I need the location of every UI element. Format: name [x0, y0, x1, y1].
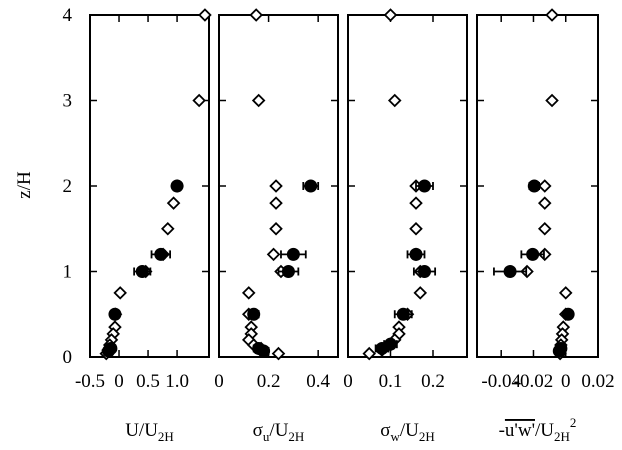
filled-circle-point — [304, 179, 318, 193]
x-tick-label: 0.2 — [421, 371, 445, 392]
chart-panel-2: 0 0.2 0.4 σu/U2H — [214, 8, 339, 444]
x-tick-label: 0.4 — [306, 371, 330, 392]
x-tick-label: 0.2 — [257, 371, 281, 392]
open-diamond-point — [409, 196, 423, 210]
open-diamond-point — [166, 196, 181, 210]
filled-circle-point — [108, 307, 122, 321]
x-axis-title-part: u — [263, 429, 270, 444]
open-diamond-point — [266, 247, 281, 262]
x-axis-title: σw/U2H — [380, 420, 435, 444]
x-axis-title-part: σ — [380, 420, 390, 441]
open-diamond-point — [198, 8, 212, 22]
open-diamond-point — [113, 286, 127, 300]
filled-circle-point — [281, 265, 295, 278]
y-tick-label: 4 — [63, 5, 73, 26]
open-diamond-point — [271, 346, 286, 361]
y-tick-label: 2 — [63, 176, 73, 197]
x-axis-title-subscript: 2H — [288, 429, 304, 444]
x-axis-title: σu/U2H — [253, 420, 305, 444]
open-diamond-point — [251, 93, 266, 108]
filled-circle-point — [375, 341, 389, 355]
x-tick-label: 0 — [214, 371, 224, 392]
x-axis-title-superscript: 2 — [570, 415, 577, 430]
x-axis-title-subscript: 2H — [554, 429, 570, 444]
filled-circle-point — [418, 179, 431, 193]
x-axis-title-part: /U — [269, 420, 288, 441]
x-axis-title-part: - — [499, 420, 505, 441]
filled-circle-point — [503, 265, 517, 278]
y-tick-label: 3 — [63, 91, 73, 112]
open-diamond-point — [383, 8, 398, 22]
filled-circle-point — [247, 307, 261, 321]
x-tick-label: 0.1 — [379, 371, 403, 392]
open-diamond-point — [249, 8, 263, 22]
open-diamond-point — [241, 286, 256, 300]
filled-circle-point — [561, 307, 575, 321]
x-axis-title-part: /U — [535, 420, 554, 441]
y-tick-label: 1 — [63, 262, 73, 283]
x-axis-title-subscript: 2H — [419, 429, 435, 444]
plot-frame — [347, 14, 468, 358]
x-axis-title: U/U2H — [125, 420, 174, 444]
open-diamond-point — [537, 221, 552, 236]
x-axis-title-part: u'w' — [505, 420, 535, 441]
filled-circle-point — [526, 247, 540, 261]
open-diamond-point — [362, 346, 377, 361]
open-diamond-point — [558, 286, 573, 300]
open-diamond-point — [269, 179, 283, 193]
x-axis-title-part: σ — [253, 420, 263, 441]
x-tick-label: 0 — [114, 371, 124, 392]
filled-circle-point — [170, 179, 184, 193]
x-tick-label: -0.04 — [481, 371, 521, 392]
open-diamond-point — [161, 221, 175, 236]
x-axis-title-subscript: 2H — [158, 429, 174, 444]
filled-circle-point — [552, 344, 566, 358]
x-tick-label: 0.5 — [136, 371, 160, 392]
x-tick-label: 0 — [343, 371, 353, 392]
open-diamond-point — [269, 196, 283, 210]
filled-circle-point — [257, 344, 271, 358]
x-tick-label: 0 — [561, 371, 571, 392]
plot-frame — [89, 14, 210, 358]
filled-circle-point — [396, 307, 410, 321]
open-diamond-point — [413, 286, 428, 300]
y-axis-title: z/H — [14, 171, 35, 199]
filled-circle-point — [102, 344, 116, 358]
y-tick-label: 0 — [63, 347, 73, 368]
open-diamond-point — [269, 221, 283, 236]
chart-panel-4: -0.04-0.02 0 0.02 -u'w'/U2H2 — [476, 8, 615, 444]
x-axis-title-part: /U — [400, 420, 419, 441]
x-axis-title-part: w — [390, 429, 400, 444]
open-diamond-point — [545, 93, 559, 108]
y-axis-label: z/H — [14, 171, 35, 199]
chart-panel-3: 0 0.1 0.2 σw/U2H — [343, 8, 468, 444]
x-tick-label: 0.02 — [581, 371, 614, 392]
open-diamond-point — [537, 196, 552, 210]
filled-circle-point — [527, 179, 541, 193]
filled-circle-point — [418, 265, 431, 278]
x-tick-label: -0.5 — [75, 371, 105, 392]
filled-circle-point — [154, 247, 168, 261]
filled-circle-point — [286, 247, 300, 261]
open-diamond-point — [192, 93, 206, 108]
x-axis-title-part: U/U — [125, 420, 158, 441]
filled-circle-point — [135, 265, 149, 278]
filled-circle-point — [409, 247, 423, 261]
x-axis-title: -u'w'/U2H2 — [499, 415, 577, 444]
open-diamond-point — [409, 221, 423, 236]
open-diamond-point — [387, 93, 402, 108]
x-tick-label: -0.02 — [514, 371, 554, 392]
open-diamond-point — [537, 179, 552, 193]
x-tick-label: 1.0 — [165, 371, 189, 392]
open-diamond-point — [545, 8, 559, 22]
